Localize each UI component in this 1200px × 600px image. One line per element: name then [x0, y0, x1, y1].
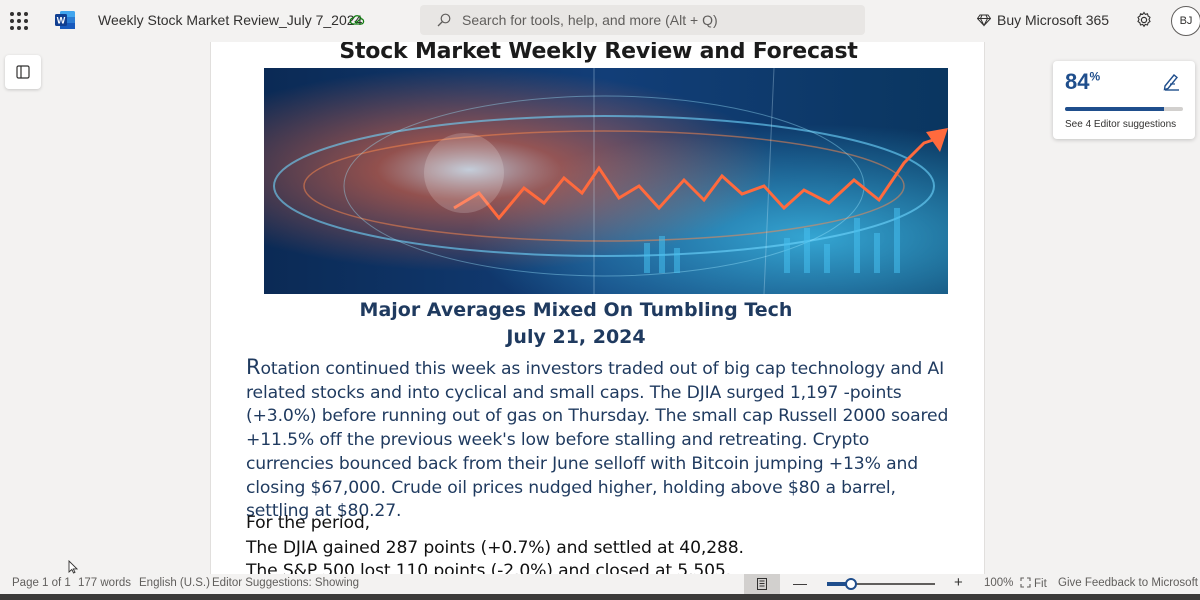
zoom-slider-track[interactable] — [827, 583, 935, 585]
zoom-slider-fill — [827, 582, 851, 586]
document-title[interactable]: Weekly Stock Market Review_July 7_2024 — [98, 12, 363, 28]
body-paragraph[interactable]: Rotation continued this week as investor… — [246, 355, 956, 524]
title-bar: W Weekly Stock Market Review_July 7_2024… — [0, 0, 1200, 42]
editor-pen-icon — [1163, 74, 1179, 91]
zoom-level[interactable]: 100% — [984, 577, 1014, 589]
window-bottom-edge — [0, 594, 1200, 600]
waffle-icon[interactable] — [10, 12, 28, 30]
page-count[interactable]: Page 1 of 1 — [12, 577, 71, 589]
document-page[interactable]: Stock Market Weekly Review and Forecast — [210, 42, 985, 574]
zoom-out-button[interactable]: — — [793, 575, 807, 591]
navigation-pane-icon — [16, 65, 30, 79]
editor-score-value: 84 — [1065, 69, 1090, 94]
diamond-icon — [977, 14, 991, 27]
buy-microsoft-365-button[interactable]: Buy Microsoft 365 — [977, 12, 1109, 28]
editor-score-bar — [1065, 107, 1183, 111]
editor-suggestions-status[interactable]: Editor Suggestions: Showing — [212, 577, 360, 589]
editor-score: 84% — [1065, 69, 1100, 95]
buy-label: Buy Microsoft 365 — [997, 12, 1110, 28]
zoom-in-button[interactable]: + — [954, 574, 963, 591]
search-icon — [437, 13, 451, 27]
language-indicator[interactable]: English (U.S.) — [139, 577, 210, 589]
print-layout-button[interactable] — [744, 574, 780, 594]
sp500-line: The S&P 500 lost 110 points (-2.0%) and … — [246, 561, 731, 574]
search-box[interactable]: Search for tools, help, and more (Alt + … — [420, 5, 865, 35]
word-count[interactable]: 177 words — [78, 577, 132, 589]
stock-market-hero-image — [264, 68, 948, 294]
word-icon[interactable]: W — [54, 10, 76, 30]
cloud-saved-icon[interactable] — [349, 12, 365, 28]
period-line: For the period, — [246, 513, 370, 533]
fit-icon — [1020, 577, 1031, 588]
editor-score-card[interactable]: 84% See 4 Editor suggestions — [1053, 61, 1195, 139]
fit-button[interactable]: Fit — [1020, 577, 1047, 590]
editor-score-fill — [1065, 107, 1165, 111]
document-date: July 21, 2024 — [506, 326, 646, 348]
editor-score-unit: % — [1089, 69, 1101, 84]
djia-line: The DJIA gained 287 points (+0.7%) and s… — [246, 538, 744, 558]
editor-suggestions-link[interactable]: See 4 Editor suggestions — [1065, 119, 1177, 130]
fit-label: Fit — [1034, 578, 1047, 590]
zoom-slider-thumb[interactable] — [844, 578, 857, 590]
give-feedback-link[interactable]: Give Feedback to Microsoft — [1058, 577, 1198, 589]
mouse-cursor-icon — [68, 560, 78, 574]
document-heading: Stock Market Weekly Review and Forecast — [339, 42, 858, 64]
svg-text:W: W — [57, 16, 66, 26]
drop-cap: R — [246, 355, 261, 379]
document-subtitle: Major Averages Mixed On Tumbling Tech — [359, 299, 793, 321]
avatar[interactable]: BJ — [1171, 6, 1200, 36]
status-bar: Page 1 of 1 177 words English (U.S.) Edi… — [0, 574, 1200, 594]
print-layout-icon — [757, 578, 767, 590]
gear-icon[interactable] — [1135, 11, 1153, 29]
paragraph-text: otation continued this week as investors… — [246, 359, 949, 522]
search-placeholder: Search for tools, help, and more (Alt + … — [462, 12, 718, 28]
navigation-pane-button[interactable] — [5, 55, 41, 89]
